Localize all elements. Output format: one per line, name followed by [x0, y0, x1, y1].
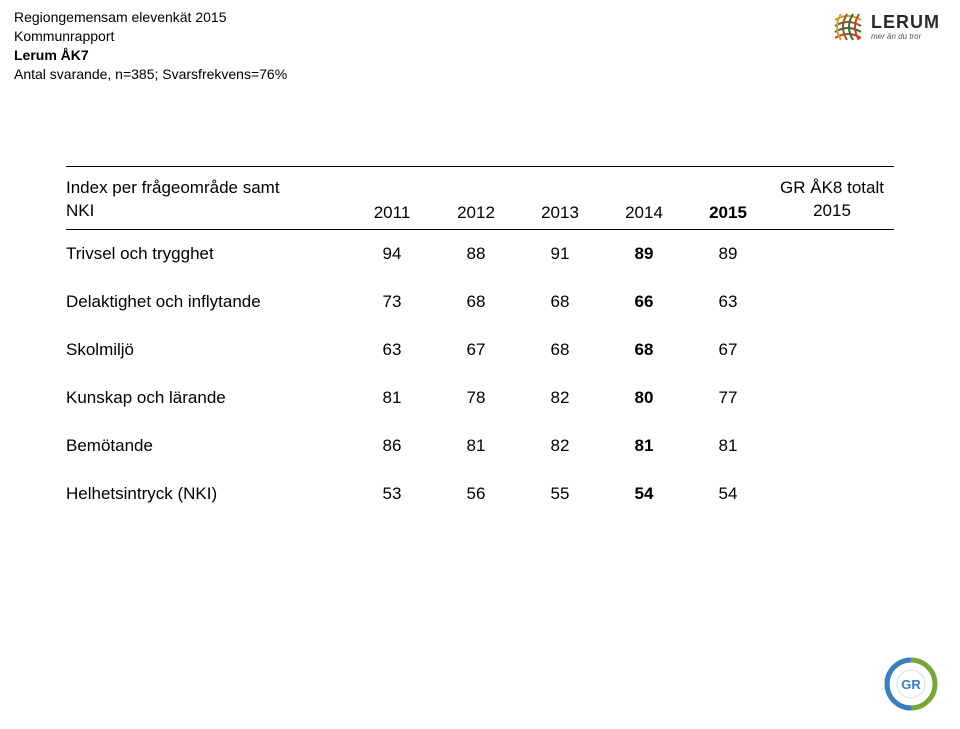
cell: 89: [686, 230, 770, 278]
cell-spacer: [770, 230, 894, 278]
cell: 88: [434, 230, 518, 278]
cell: 68: [518, 278, 602, 326]
lerum-logo-mark: [831, 10, 865, 44]
lerum-logo: LERUM mer än du tror: [831, 10, 940, 44]
table-row: Kunskap och lärande 81 78 82 80 77: [66, 374, 894, 422]
col-year-2011: 2011: [350, 167, 434, 229]
col-year-2014: 2014: [602, 167, 686, 229]
cell: 91: [518, 230, 602, 278]
cell: 68: [602, 326, 686, 374]
cell: 86: [350, 422, 434, 470]
header-line-2: Kommunrapport: [14, 27, 287, 46]
gr-logo: GR: [884, 657, 938, 711]
cell: 80: [602, 374, 686, 422]
row-label: Trivsel och trygghet: [66, 230, 350, 278]
header-line-1: Regiongemensam elevenkät 2015: [14, 8, 287, 27]
table-header-label-line1: Index per frågeområde samt: [66, 178, 280, 197]
cell: 63: [686, 278, 770, 326]
col-year-2012: 2012: [434, 167, 518, 229]
col-year-2015: 2015: [686, 167, 770, 229]
table-row: Helhetsintryck (NKI) 53 56 55 54 54: [66, 470, 894, 518]
cell-spacer: [770, 470, 894, 518]
cell: 78: [434, 374, 518, 422]
cell: 89: [602, 230, 686, 278]
cell: 81: [602, 422, 686, 470]
row-label: Helhetsintryck (NKI): [66, 470, 350, 518]
table-row: Bemötande 86 81 82 81 81: [66, 422, 894, 470]
col-total-line1: GR ÅK8 totalt: [780, 178, 884, 197]
lerum-logo-tagline: mer än du tror: [871, 33, 940, 41]
table-row: Skolmiljö 63 67 68 68 67: [66, 326, 894, 374]
table-row: Delaktighet och inflytande 73 68 68 66 6…: [66, 278, 894, 326]
header-line-3: Lerum ÅK7: [14, 46, 287, 65]
cell-spacer: [770, 374, 894, 422]
cell: 56: [434, 470, 518, 518]
cell: 81: [350, 374, 434, 422]
cell: 77: [686, 374, 770, 422]
table-header-row: Index per frågeområde samt NKI 2011 2012…: [66, 167, 894, 229]
table-row: Trivsel och trygghet 94 88 91 89 89: [66, 230, 894, 278]
col-year-2013: 2013: [518, 167, 602, 229]
col-total: GR ÅK8 totalt 2015: [770, 167, 894, 229]
cell: 53: [350, 470, 434, 518]
table-header-label: Index per frågeområde samt NKI: [66, 167, 350, 229]
row-label: Kunskap och lärande: [66, 374, 350, 422]
cell: 68: [434, 278, 518, 326]
col-total-line2: 2015: [813, 201, 851, 220]
cell: 82: [518, 374, 602, 422]
cell: 66: [602, 278, 686, 326]
lerum-logo-word: LERUM: [871, 13, 940, 31]
cell: 68: [518, 326, 602, 374]
cell: 81: [434, 422, 518, 470]
cell: 67: [686, 326, 770, 374]
table-header-label-line2: NKI: [66, 201, 94, 220]
cell: 81: [686, 422, 770, 470]
cell: 55: [518, 470, 602, 518]
cell: 82: [518, 422, 602, 470]
header-line-4: Antal svarande, n=385; Svarsfrekvens=76%: [14, 65, 287, 84]
row-label: Skolmiljö: [66, 326, 350, 374]
report-header: Regiongemensam elevenkät 2015 Kommunrapp…: [14, 8, 287, 84]
svg-text:GR: GR: [901, 677, 921, 692]
row-label: Delaktighet och inflytande: [66, 278, 350, 326]
cell-spacer: [770, 422, 894, 470]
cell-spacer: [770, 326, 894, 374]
cell: 67: [434, 326, 518, 374]
table-container: Index per frågeområde samt NKI 2011 2012…: [66, 166, 894, 518]
cell: 73: [350, 278, 434, 326]
cell-spacer: [770, 278, 894, 326]
cell: 54: [686, 470, 770, 518]
index-table: Index per frågeområde samt NKI 2011 2012…: [66, 167, 894, 518]
lerum-logo-text: LERUM mer än du tror: [871, 13, 940, 41]
row-label: Bemötande: [66, 422, 350, 470]
cell: 94: [350, 230, 434, 278]
cell: 54: [602, 470, 686, 518]
cell: 63: [350, 326, 434, 374]
